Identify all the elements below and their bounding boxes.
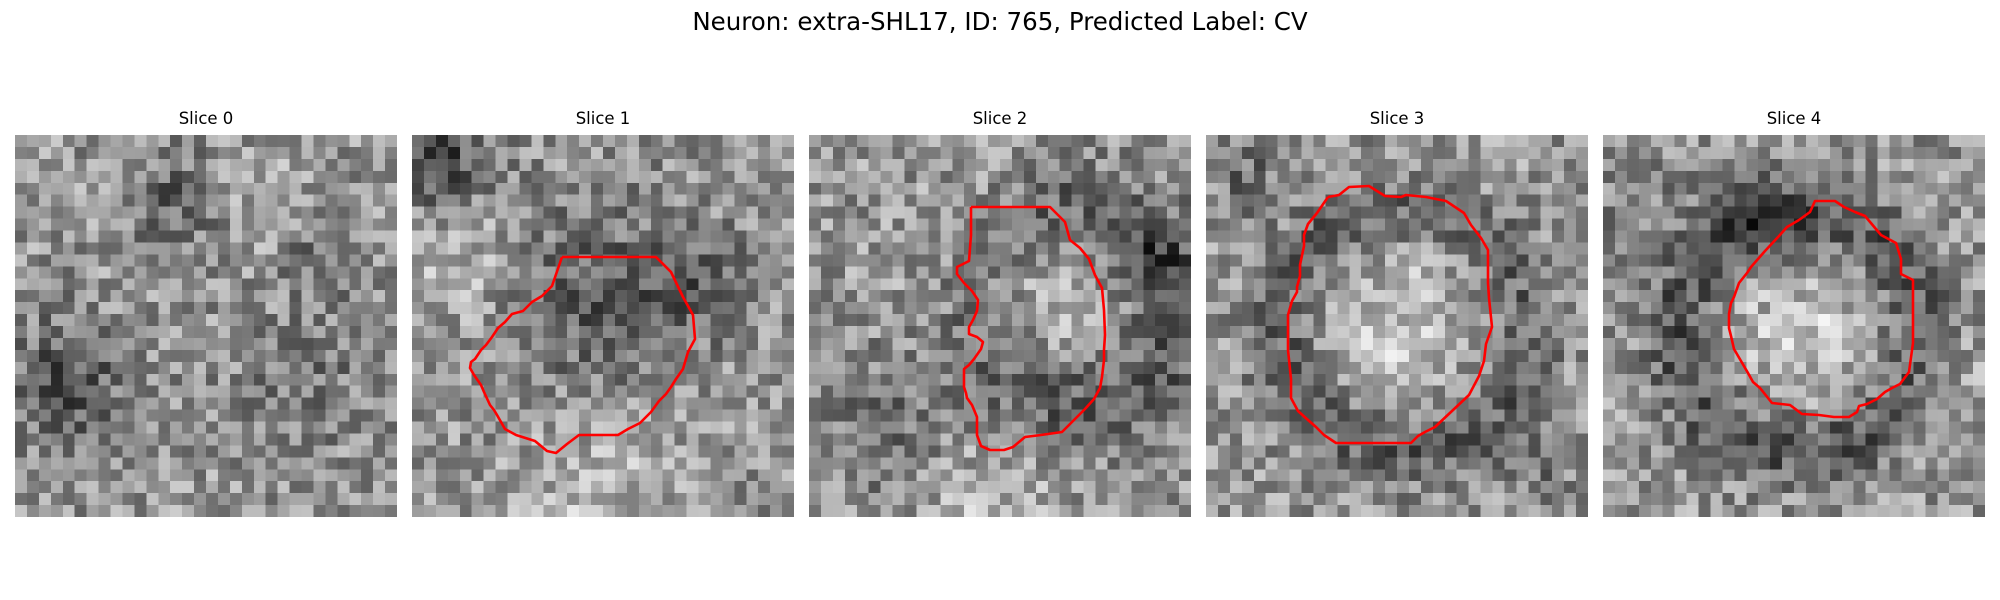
segmentation-contour-slice-3 <box>1286 184 1494 445</box>
microscopy-image-slice-4 <box>1603 135 1985 517</box>
segmentation-contour-slice-2 <box>955 205 1107 452</box>
panel-title-slice-1: Slice 1 <box>575 109 631 128</box>
segmentation-contour-slice-1 <box>468 255 697 455</box>
segmentation-contour-slice-4 <box>1727 199 1915 419</box>
image-panel-slice-2 <box>809 135 1191 517</box>
image-panel-slice-4 <box>1603 135 1985 517</box>
figure-title: Neuron: extra-SHL17, ID: 765, Predicted … <box>692 7 1308 36</box>
panel-title-slice-3: Slice 3 <box>1369 109 1425 128</box>
panel-title-slice-2: Slice 2 <box>972 109 1028 128</box>
panel-title-slice-0: Slice 0 <box>178 109 234 128</box>
microscopy-image-slice-0 <box>15 135 397 517</box>
image-panel-slice-3 <box>1206 135 1588 517</box>
microscopy-image-slice-1 <box>412 135 794 517</box>
image-panel-slice-0 <box>15 135 397 517</box>
panel-title-slice-4: Slice 4 <box>1766 109 1822 128</box>
microscopy-image-slice-3 <box>1206 135 1588 517</box>
microscopy-image-slice-2 <box>809 135 1191 517</box>
image-panel-slice-1 <box>412 135 794 517</box>
